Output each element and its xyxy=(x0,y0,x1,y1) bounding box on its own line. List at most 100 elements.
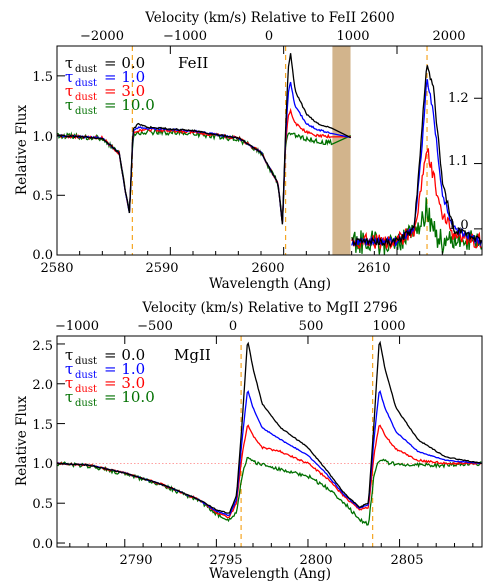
mgii-y-tick: 1.0 xyxy=(32,457,53,472)
legend-entry-tau-3: τ dust = 3.0 xyxy=(65,82,145,103)
mgii-y-tick: 2.0 xyxy=(32,378,53,393)
legend-tau-symbol: τ xyxy=(65,96,73,114)
legend-tau-value: = 10.0 xyxy=(104,96,155,114)
feii-y-tick: 1.5 xyxy=(32,70,53,85)
mgii-y-tick: 0.0 xyxy=(32,537,53,552)
legend-tau-value: = 3.0 xyxy=(104,82,145,100)
legend-tau-symbol: τ xyxy=(65,68,73,86)
feii-y-ticks: 0.0 0.5 1.0 1.5 xyxy=(32,70,53,263)
legend-tau-symbol: τ xyxy=(65,388,73,406)
feii-x-tick: 2590 xyxy=(145,261,178,276)
mgii-top-tick: −500 xyxy=(137,319,173,334)
feii-right-tick: 1.2 xyxy=(448,91,469,106)
series-tau-10-line xyxy=(56,127,352,223)
mgii-x-axis-label: Wavelength (Ang) xyxy=(209,566,331,581)
feii-top-tick: 0 xyxy=(265,29,273,44)
legend-tau-subscript: dust xyxy=(75,92,97,103)
feii-top-tick: 2000 xyxy=(432,29,465,44)
legend-tau-subscript: dust xyxy=(75,78,97,89)
series-tau-10-line xyxy=(56,456,482,526)
mgii-y-tick: 1.5 xyxy=(32,418,53,433)
feii-tick-marks xyxy=(56,46,482,256)
series-tau-1-line xyxy=(56,389,482,517)
legend-tau-value: = 0.0 xyxy=(104,54,145,72)
mgii-panel: Velocity (km/s) Relative to MgII 2796 −1… xyxy=(14,300,483,581)
feii-y-axis-label: Relative Flux xyxy=(14,105,30,196)
feii-top-tick: −1000 xyxy=(163,29,207,44)
feii-top-tick: −2000 xyxy=(80,29,124,44)
feii-x-tick: 2580 xyxy=(40,261,73,276)
feii-series xyxy=(56,53,482,255)
mgii-tick-marks xyxy=(57,336,474,547)
feii-right-tick: 1.1 xyxy=(448,154,469,169)
mgii-top-tick: 1000 xyxy=(372,319,405,334)
feii-x-tick: 2600 xyxy=(251,261,284,276)
series-tau-0-line-inset xyxy=(351,65,482,248)
feii-y-tick: 0.5 xyxy=(32,189,53,204)
legend-entry-tau-1: τ dust = 1.0 xyxy=(65,68,145,89)
legend-tau-subscript: dust xyxy=(75,398,97,409)
legend-tau-subscript: dust xyxy=(75,356,97,367)
mgii-series xyxy=(56,340,482,526)
legend-entry-tau-10: τ dust = 10.0 xyxy=(65,96,155,117)
legend-tau-subscript: dust xyxy=(75,106,97,117)
feii-y-tick: 1.0 xyxy=(32,130,53,145)
mgii-top-ticks: −1000 −500 0 500 1000 xyxy=(55,319,406,334)
legend-tau-symbol: τ xyxy=(65,360,73,378)
series-tau-3-line xyxy=(56,107,351,224)
mgii-top-axis-label: Velocity (km/s) Relative to MgII 2796 xyxy=(141,300,397,316)
legend-tau-subscript: dust xyxy=(75,64,97,75)
feii-top-axis-label: Velocity (km/s) Relative to FeII 2600 xyxy=(144,10,394,26)
mgii-plot-frame xyxy=(56,335,483,548)
feii-right-tick: 1.0 xyxy=(448,218,469,233)
legend-entry-tau-0: τ dust = 0.0 xyxy=(65,346,145,367)
legend-tau-symbol: τ xyxy=(65,346,73,364)
mgii-x-tick: 2805 xyxy=(390,553,423,568)
legend-tau-value: = 1.0 xyxy=(104,360,145,378)
legend-tau-subscript: dust xyxy=(75,370,97,381)
feii-right-ticks: 1.0 1.1 1.2 xyxy=(448,91,469,233)
feii-ion-label: FeII xyxy=(178,54,208,72)
feii-legend: τ dust = 0.0 τ dust = 1.0 τ dust = 3.0 τ… xyxy=(65,54,155,117)
legend-tau-symbol: τ xyxy=(65,54,73,72)
mgii-x-ticks: 2790 2795 2800 2805 xyxy=(119,553,423,568)
feii-x-ticks: 2580 2590 2600 2610 xyxy=(40,261,390,276)
feii-x-tick: 2610 xyxy=(357,261,390,276)
feii-plot-frame xyxy=(56,45,483,256)
legend-tau-subscript: dust xyxy=(75,384,97,395)
feii-guide-lines xyxy=(131,46,428,255)
legend-tau-symbol: τ xyxy=(65,374,73,392)
legend-tau-value: = 0.0 xyxy=(104,346,145,364)
legend-entry-tau-3: τ dust = 3.0 xyxy=(65,374,145,395)
legend-entry-tau-0: τ dust = 0.0 xyxy=(65,54,145,75)
mgii-ion-label: MgII xyxy=(174,346,211,364)
series-tau-0-line xyxy=(56,340,482,514)
mgii-x-tick: 2800 xyxy=(299,553,332,568)
legend-tau-value: = 10.0 xyxy=(104,388,155,406)
legend-tau-value: = 1.0 xyxy=(104,68,145,86)
legend-tau-symbol: τ xyxy=(65,82,73,100)
feii-panel: Velocity (km/s) Relative to FeII 2600 −2… xyxy=(14,10,483,292)
mgii-top-tick: 0 xyxy=(229,319,237,334)
mgii-y-ticks: 0.0 0.5 1.0 1.5 2.0 2.5 xyxy=(32,339,53,552)
mgii-guide-lines xyxy=(240,336,374,547)
mgii-top-tick: 500 xyxy=(299,319,324,334)
mgii-y-axis-label: Relative Flux xyxy=(14,396,30,487)
mgii-legend: τ dust = 0.0 τ dust = 1.0 τ dust = 3.0 τ… xyxy=(65,346,155,409)
legend-entry-tau-10: τ dust = 10.0 xyxy=(65,388,155,409)
series-tau-1-line xyxy=(56,81,351,224)
mgii-x-tick: 2795 xyxy=(209,553,242,568)
series-tau-1-line-inset xyxy=(351,79,482,248)
mgii-y-tick: 2.5 xyxy=(32,339,53,354)
feii-x-axis-label: Wavelength (Ang) xyxy=(209,276,331,292)
feii-masked-region xyxy=(332,46,351,255)
mgii-y-tick: 0.5 xyxy=(32,497,53,512)
series-tau-0-line xyxy=(56,53,352,225)
feii-top-tick: 1000 xyxy=(336,29,369,44)
feii-top-ticks: −2000 −1000 0 1000 2000 xyxy=(80,29,466,44)
mgii-x-tick: 2790 xyxy=(119,553,152,568)
feii-y-tick: 0.0 xyxy=(32,248,53,263)
mgii-top-tick: −1000 xyxy=(55,319,99,334)
legend-entry-tau-1: τ dust = 1.0 xyxy=(65,360,145,381)
